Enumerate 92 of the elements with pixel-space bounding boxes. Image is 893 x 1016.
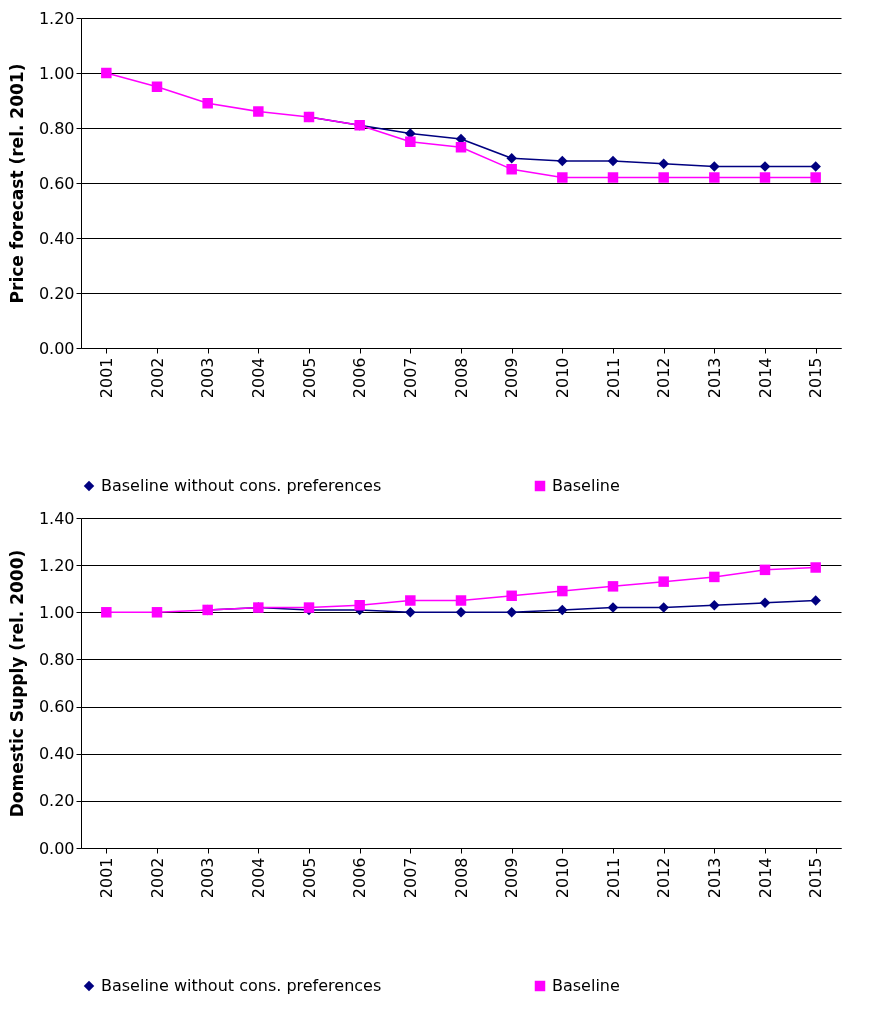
point: [455, 142, 467, 153]
point: [658, 602, 669, 613]
point: [557, 585, 568, 597]
point: [658, 172, 669, 183]
y-tick-label: 0.00: [38, 838, 75, 858]
point: [759, 564, 771, 576]
y-tick-label: 0.80: [38, 649, 75, 669]
x-tick-label: 2006: [350, 357, 370, 399]
x-tick-label: 2009: [502, 857, 522, 899]
point: [101, 67, 112, 79]
y-tick-label: 0.00: [38, 338, 75, 358]
point: [455, 595, 467, 606]
y-tick-label: 1.20: [38, 8, 75, 28]
point: [810, 172, 821, 183]
x-tick-label: 2007: [400, 857, 420, 899]
point: [607, 155, 619, 167]
point: [810, 595, 821, 606]
y-tick-label: 1.00: [38, 63, 75, 83]
x-tick-label: 2002: [147, 857, 167, 899]
point: [151, 607, 163, 618]
y-tick-label: 0.60: [38, 173, 75, 193]
legend-label: Baseline without cons. preferences: [101, 476, 382, 495]
point: [506, 590, 517, 602]
x-tick-label: 2010: [552, 357, 572, 399]
point: [658, 576, 669, 587]
x-tick-label: 2015: [806, 857, 826, 899]
x-tick-label: 2014: [755, 357, 775, 399]
x-tick-label: 2015: [806, 357, 826, 399]
point: [253, 106, 264, 117]
y-tick-label: 0.40: [38, 228, 75, 248]
y-axis-title: Domestic Supply (rel. 2000): [6, 549, 27, 818]
x-tick-label: 2014: [755, 857, 775, 899]
point: [455, 607, 467, 618]
x-tick-label: 2001: [96, 357, 116, 399]
x-tick-label: 2005: [299, 857, 319, 899]
point: [405, 595, 416, 606]
point: [658, 158, 669, 169]
point: [810, 161, 821, 172]
x-tick-label: 2003: [198, 357, 218, 399]
point: [354, 599, 365, 611]
legend-label: Baseline: [552, 476, 620, 495]
point: [810, 562, 821, 573]
x-tick-label: 2003: [198, 857, 218, 899]
y-axis-title: Price forecast (rel. 2001): [6, 63, 27, 304]
point: [405, 607, 416, 618]
x-tick-label: 2012: [654, 357, 674, 399]
point: [506, 153, 517, 164]
y-tick-label: 1.20: [38, 555, 75, 575]
x-tick-label: 2013: [704, 857, 724, 899]
point: [557, 172, 568, 183]
point: [557, 155, 568, 167]
x-tick-label: 2011: [603, 857, 623, 899]
y-tick-label: 0.20: [38, 283, 75, 303]
point: [151, 81, 163, 92]
point: [101, 607, 112, 618]
y-tick-label: 1.00: [38, 602, 75, 622]
y-tick-label: 1.40: [38, 508, 75, 528]
x-tick-label: 2005: [299, 357, 319, 399]
x-tick-label: 2001: [96, 857, 116, 899]
y-tick-label: 0.40: [38, 744, 75, 764]
x-tick-label: 2007: [400, 357, 420, 399]
x-tick-label: 2004: [248, 357, 268, 399]
x-tick-label: 2009: [502, 357, 522, 399]
point: [405, 136, 416, 147]
x-tick-label: 2011: [603, 357, 623, 399]
legend-label: Baseline without cons. preferences: [101, 976, 382, 995]
point: [709, 172, 720, 183]
x-tick-label: 2006: [350, 857, 370, 899]
point: [506, 607, 517, 618]
x-tick-label: 2004: [248, 857, 268, 899]
point: [557, 604, 568, 616]
point: [202, 98, 213, 109]
point: [506, 164, 517, 175]
x-tick-label: 2012: [654, 857, 674, 899]
point: [759, 161, 771, 172]
point: [709, 571, 720, 583]
point: [759, 597, 771, 609]
point: [607, 172, 619, 183]
y-tick-label: 0.20: [38, 791, 75, 811]
y-tick-label: 0.60: [38, 697, 75, 717]
legend-label: Baseline: [552, 976, 620, 995]
point: [709, 161, 720, 172]
point: [607, 581, 619, 592]
point: [709, 599, 720, 611]
x-tick-label: 2013: [704, 357, 724, 399]
x-tick-label: 2002: [147, 357, 167, 399]
y-tick-label: 0.80: [38, 118, 75, 138]
point: [759, 172, 771, 183]
x-tick-label: 2008: [451, 857, 471, 899]
point: [607, 602, 619, 613]
x-tick-label: 2010: [552, 857, 572, 899]
x-tick-label: 2008: [451, 357, 471, 399]
